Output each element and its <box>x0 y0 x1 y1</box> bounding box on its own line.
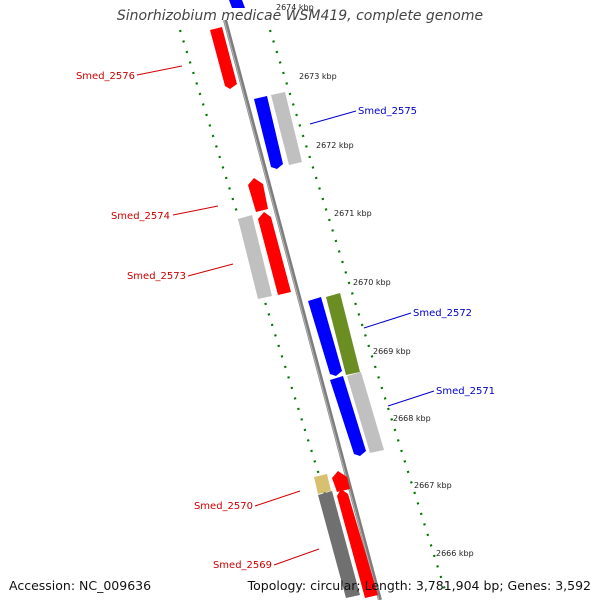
tick-label-2667: 2667 kbp <box>414 481 452 490</box>
gene-arrow-smed-2573[interactable] <box>258 212 291 295</box>
gene-arrow-smed-2575[interactable] <box>254 96 283 169</box>
gene-label-smed-2576[interactable]: Smed_2576 <box>76 71 135 82</box>
gene-arrow-smed-2570[interactable] <box>332 471 350 492</box>
callout-line-smed-2571 <box>387 390 435 407</box>
callout-line-smed-2574 <box>172 205 219 216</box>
callout-line-smed-2570 <box>254 490 301 507</box>
gene-label-smed-2575[interactable]: Smed_2575 <box>358 106 417 117</box>
gene-arrow-top-partial[interactable] <box>229 0 245 8</box>
tick-label-2671: 2671 kbp <box>334 209 372 218</box>
gene-arrow-grey-2571[interactable] <box>347 372 384 453</box>
gene-arrow-grey-2575[interactable] <box>271 92 302 165</box>
gene-label-smed-2571[interactable]: Smed_2571 <box>436 386 495 397</box>
callout-line-smed-2576 <box>136 65 183 76</box>
gene-arrow-olive-2572[interactable] <box>326 293 360 375</box>
gene-arrow-grey-2573[interactable] <box>238 215 272 299</box>
gene-label-smed-2574[interactable]: Smed_2574 <box>111 211 170 222</box>
gene-arrow-smed-2574[interactable] <box>248 178 268 212</box>
gene-arrow-smed-2572[interactable] <box>308 297 342 376</box>
gene-label-smed-2569[interactable]: Smed_2569 <box>213 560 272 571</box>
callout-line-smed-2572 <box>363 312 412 329</box>
gene-arrow-smed-2569[interactable] <box>337 489 378 598</box>
gene-arrow-dark-grey-2569[interactable] <box>318 491 360 598</box>
genome-title: Sinorhizobium medicae WSM419, complete g… <box>116 8 484 24</box>
gene-arrow-smed-2571[interactable] <box>330 376 366 456</box>
gene-arrow-tan-2570[interactable] <box>314 474 331 494</box>
gene-arrow-smed-2576[interactable] <box>210 27 237 89</box>
tick-label-2668: 2668 kbp <box>393 414 431 423</box>
genome-backbone-highlight <box>223 19 380 600</box>
accession-text: Accession: NC_009636 <box>9 578 152 593</box>
tick-label-2670: 2670 kbp <box>353 278 391 287</box>
tick-label-2669: 2669 kbp <box>373 347 411 356</box>
gene-label-smed-2573[interactable]: Smed_2573 <box>127 271 186 282</box>
callout-line-smed-2569 <box>273 548 320 566</box>
tick-label-2672: 2672 kbp <box>316 141 354 150</box>
tick-label-2673: 2673 kbp <box>299 72 337 81</box>
genome-backbone <box>223 19 382 600</box>
callout-line-smed-2573 <box>187 263 234 277</box>
gene-label-smed-2572[interactable]: Smed_2572 <box>413 308 472 319</box>
tick-label-2674: 2674 kbp <box>276 3 314 12</box>
callout-line-smed-2575 <box>309 110 357 125</box>
topology-text: Topology: circular; Length: 3,781,904 bp… <box>247 578 591 593</box>
tick-label-2666: 2666 kbp <box>436 549 474 558</box>
gene-label-smed-2570[interactable]: Smed_2570 <box>194 501 253 512</box>
